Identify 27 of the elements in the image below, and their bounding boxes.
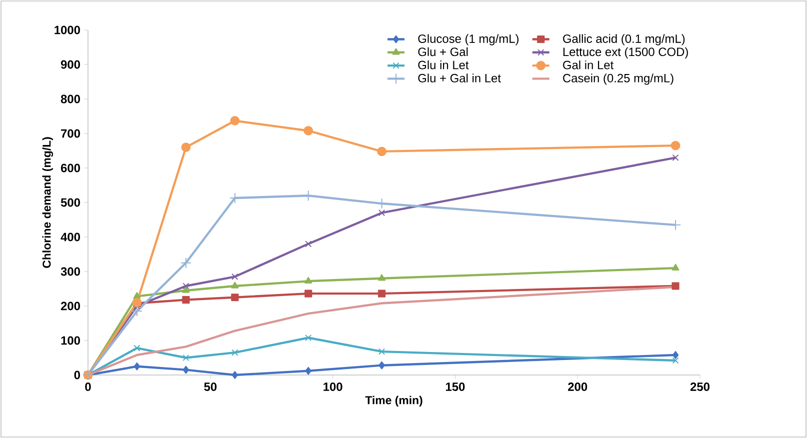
y-axis-title: Chlorine demand (mg/L) <box>42 137 54 268</box>
x-axis-title: Time (min) <box>365 396 422 406</box>
y-tick-label: 700 <box>61 129 80 138</box>
y-tick-label: 1000 <box>54 26 80 34</box>
x-tick-label: 0 <box>85 382 91 391</box>
y-tick-label: 300 <box>60 267 80 276</box>
y-tick-label: 400 <box>60 232 80 242</box>
legend-label: Gallic acid (0.1 mg/mL) <box>563 34 685 46</box>
x-tick-label: 100 <box>324 382 342 391</box>
legend-label: Casein (0.25 mg/mL) <box>563 74 674 85</box>
legend-label: Glucose (1 mg/mL) <box>418 34 518 46</box>
x-tick-label: 250 <box>690 382 710 391</box>
y-tick-label: 600 <box>60 164 80 172</box>
y-tick-label: 900 <box>60 60 80 69</box>
y-tick-label: 500 <box>60 198 80 207</box>
legend-label: Gal in Let <box>563 60 614 70</box>
y-tick-label: 200 <box>60 302 80 310</box>
legend-label: Glu + Gal in Let <box>418 74 501 82</box>
x-tick-label: 150 <box>446 382 465 391</box>
y-tick-label: 0 <box>74 370 80 380</box>
y-tick-label: 100 <box>61 336 80 345</box>
x-tick-label: 50 <box>204 382 217 391</box>
x-tick-label: 200 <box>568 382 588 391</box>
legend-label: Lettuce ext (1500 COD) <box>563 47 688 58</box>
y-tick-label: 800 <box>60 94 80 104</box>
legend-label: Glu in Let <box>418 60 469 70</box>
legend-label: Glu + Gal <box>418 47 468 56</box>
